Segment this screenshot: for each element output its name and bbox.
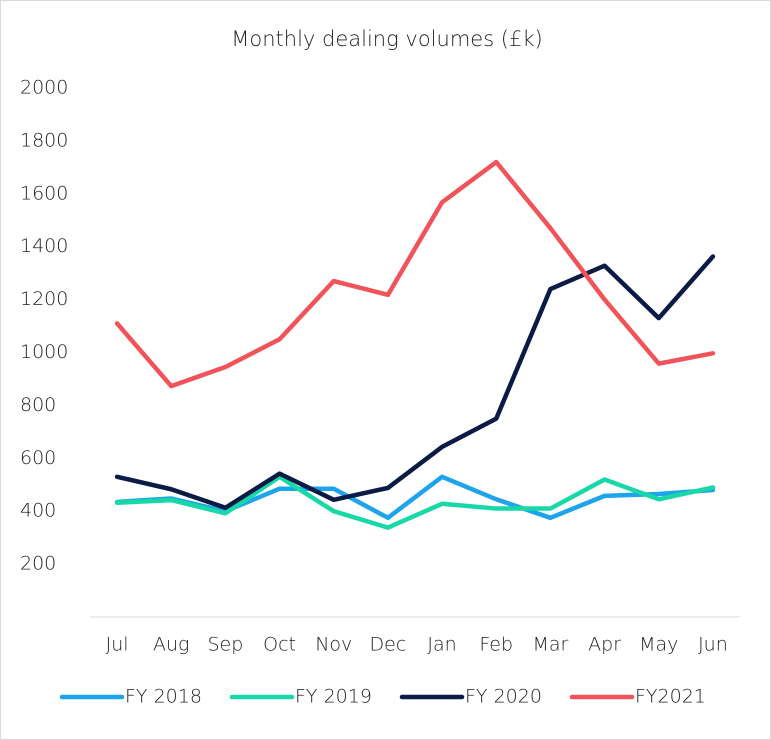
x-tick-label: Jul: [106, 634, 129, 656]
y-tick-label: 1600: [20, 182, 68, 204]
y-tick-label: 2000: [20, 77, 68, 99]
x-tick-label: Sep: [208, 634, 244, 656]
y-tick-label: 200: [20, 553, 56, 575]
x-tick-label: Oct: [263, 634, 296, 656]
series-line: [114, 474, 716, 530]
y-tick-label: 1400: [20, 235, 68, 257]
y-tick-label: 400: [20, 500, 56, 522]
legend-label: FY 2019: [295, 686, 372, 708]
x-tick-label: Jan: [427, 634, 456, 656]
series-line: [114, 254, 716, 511]
chart-title: Monthly dealing volumes (£k): [231, 27, 542, 51]
x-tick-label: Jun: [698, 634, 728, 656]
x-tick-label: Feb: [479, 634, 513, 656]
x-tick-label: Nov: [315, 634, 352, 656]
y-tick-label: 1800: [20, 129, 68, 151]
y-tick-label: 1000: [20, 341, 68, 363]
legend-label: FY 2020: [465, 686, 542, 708]
legend-label: FY 2018: [125, 686, 202, 708]
x-tick-label: May: [639, 634, 678, 656]
x-tick-label: Mar: [532, 634, 568, 656]
y-tick-label: 600: [20, 447, 56, 469]
y-tick-label: 800: [20, 394, 56, 416]
x-tick-label: Dec: [370, 634, 407, 656]
x-tick-label: Aug: [153, 634, 189, 656]
legend-label: FY2021: [635, 686, 706, 708]
series-line: [114, 159, 716, 389]
y-tick-label: 1200: [20, 288, 68, 310]
x-tick-label: Apr: [588, 634, 621, 656]
